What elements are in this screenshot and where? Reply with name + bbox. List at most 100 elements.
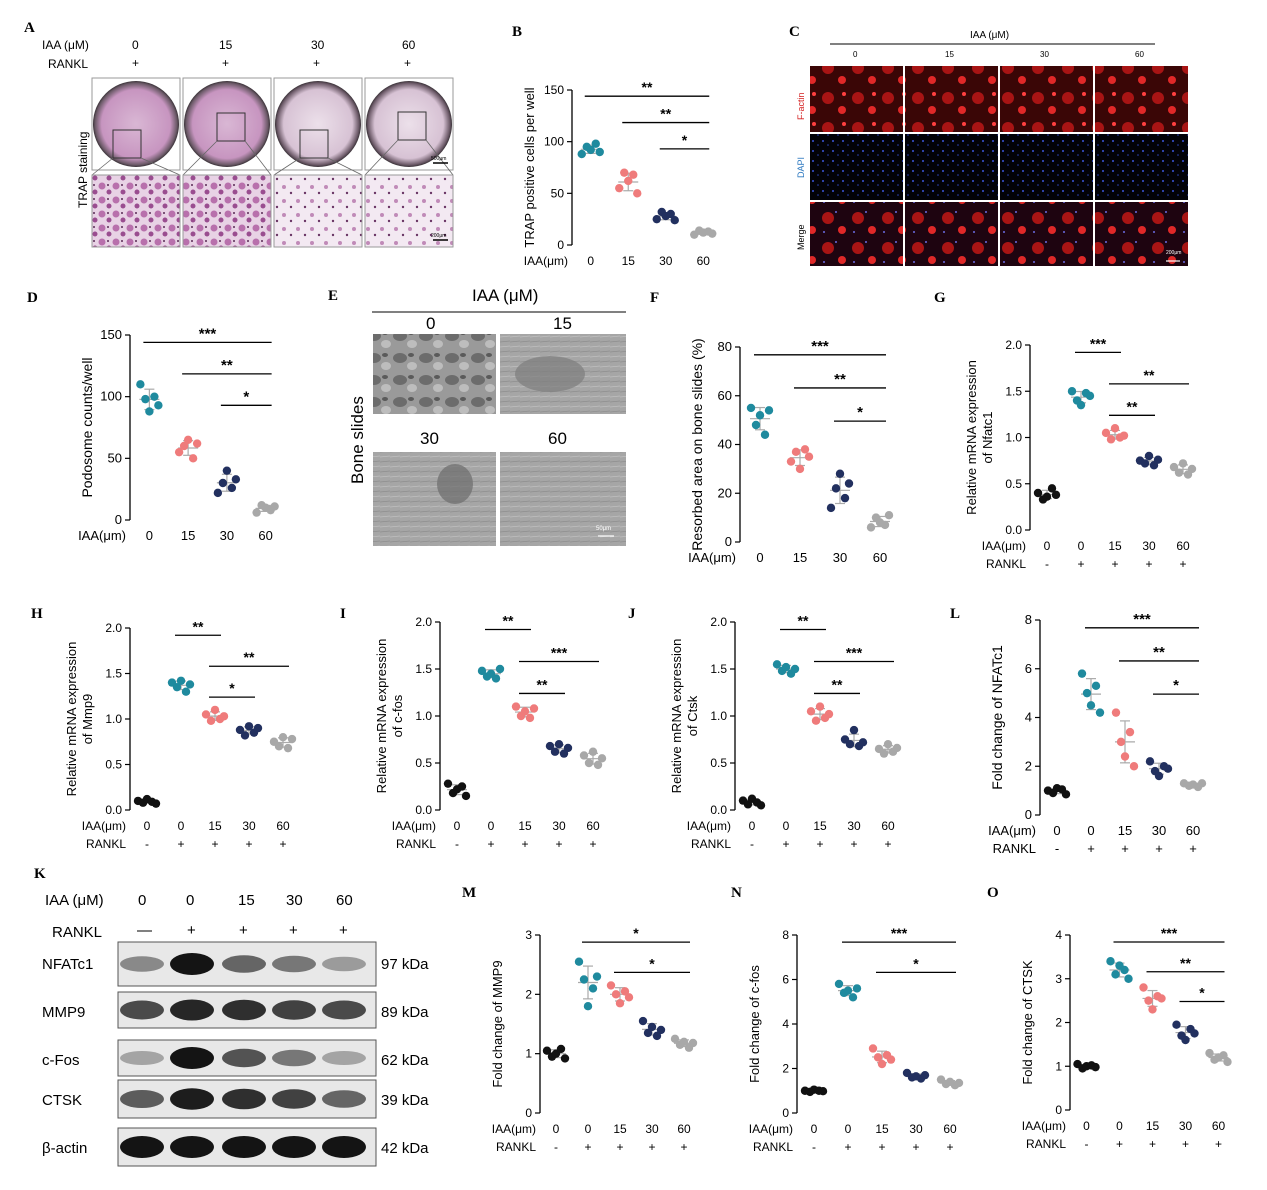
chart-f-point-0-4 [764,406,774,415]
chart-b-ytick-label-1: 50 [551,186,565,200]
panel-k-band-kda-2: 62 kDa [381,1052,429,1069]
chart-i-sig-label-1: *** [551,644,568,660]
chart-m-rankl-4: + [680,1140,687,1154]
chart-i-rankl-4: + [589,837,596,851]
chart-i-ytick-label-3: 1.5 [415,662,432,676]
chart-m-point-1-1 [579,975,589,984]
chart-h-ylabel-1: of Mmp9 [80,694,95,745]
chart-m-point-2-0 [606,981,616,990]
chart-g-xrow-label: IAA(μm) [982,539,1026,553]
chart-n-rankl-4: + [946,1140,953,1154]
panel-c-dose-0: 0 [853,50,858,59]
chart-j-point-4-4 [892,743,902,753]
chart-h-point-2-4 [219,712,229,721]
chart-g-point-0-4 [1051,490,1061,500]
chart-d-category-2: 30 [220,528,234,543]
chart-h-sig-label-0: ** [193,618,204,634]
chart-b-point-0-0 [577,149,586,159]
panel-k-rankl-label: RANKL [52,924,103,941]
chart-d-point-0-4 [154,401,163,410]
chart-h-ytick-label-2: 1.0 [105,712,122,726]
chart-g-rankl-0: - [1045,557,1049,571]
panel-k-band-kda-1: 89 kDa [381,1004,429,1021]
chart-i-category-3: 30 [552,819,566,833]
chart-l-rankl-2: + [1121,841,1129,856]
chart-l-point-2-4 [1129,762,1139,771]
chart-i-cfos: 0.0 0.5 1.0 1.5 2.0 Relative mRNA expression o… [374,613,607,851]
chart-m-point-3-0 [638,1016,648,1026]
chart-f-point-2-2 [835,469,845,478]
chart-h-ytick-label-0: 0.0 [105,803,122,817]
chart-n-cfos-fold: 0 2 4 6 8 Fold change of c-fos IAA(μm) 0 0 15 30 60… [747,925,964,1154]
chart-h-ylabel-0: Relative mRNA expression [64,642,79,797]
chart-o-category-2: 15 [1146,1119,1160,1133]
chart-n-sig-label-1: * [913,955,919,971]
chart-d-point-2-0 [213,488,223,498]
panel-k-band-4-4 [322,1136,366,1158]
panel-k-band-name-0: NFATc1 [42,956,94,973]
panel-k-band-3-0 [120,1090,164,1108]
chart-b-category-2: 30 [659,254,673,268]
chart-n-ytick-label-4: 8 [782,928,789,942]
chart-f-sig-label-0: *** [811,338,829,355]
chart-d-point-1-0 [174,447,184,457]
chart-h-category-0: 0 [144,819,151,833]
panel-k-band-1-1 [170,999,214,1021]
chart-i-point-3-2 [554,740,564,749]
chart-b-point-2-0 [652,214,661,224]
chart-i-point-1-4 [495,664,505,674]
panel-letter-d: D [27,290,38,306]
chart-m-sig-label-0: * [633,925,639,941]
panel-a-scale-bottom: 200μm [431,233,447,239]
chart-g-point-3-4 [1153,455,1163,464]
chart-h-point-3-2 [244,722,254,731]
panel-k-band-3-4 [322,1090,366,1108]
chart-j-ylabel-1: of Ctsk [685,695,700,736]
chart-i-point-4-4 [597,754,607,763]
chart-i-point-4-1 [584,758,594,768]
panel-k-band-2-1 [170,1047,214,1069]
panel-e-bone-slides: IAA (μM) 0 15 30 60 Bone slides 50μm [340,284,630,554]
chart-g-ytick-label-0: 0.0 [1005,523,1022,537]
chart-j-point-2-2 [815,702,825,711]
chart-d-point-2-2 [222,466,232,475]
chart-h-point-3-4 [253,723,263,733]
chart-i-category-1: 0 [488,819,495,833]
chart-f-point-0-2 [755,411,765,420]
chart-h-rankl-0: - [145,837,149,851]
chart-g-sig-label-1: ** [1144,367,1155,383]
chart-j-ctsk: 0.0 0.5 1.0 1.5 2.0 Relative mRNA expression o… [669,613,902,851]
chart-j-point-1-0 [772,660,782,669]
chart-l-category-4: 60 [1186,823,1200,838]
chart-m-point-2-3 [620,987,630,996]
chart-m-point-0-0 [542,1046,552,1055]
chart-m-point-1-0 [574,957,584,966]
chart-f-point-3-0 [866,523,876,532]
chart-f-point-2-0 [826,503,836,513]
chart-m-category-4: 60 [677,1122,691,1136]
chart-i-category-0: 0 [454,819,461,833]
chart-i-point-3-4 [563,743,573,753]
chart-o-rankl-0: - [1085,1137,1089,1151]
chart-l-sig-label-0: *** [1133,611,1151,628]
panel-c-dose-60: 60 [1135,50,1144,59]
panel-k-band-kda-4: 42 kDa [381,1140,429,1157]
chart-n-point-2-0 [868,1044,878,1053]
chart-l-ytick-label-2: 4 [1025,710,1032,725]
panel-letter-n: N [731,885,742,901]
chart-d-ylabel-0: Podosome counts/well [79,357,95,497]
panel-a-dose-60: 60 [402,38,416,52]
panel-k-band-4-2 [222,1136,266,1158]
panel-c-header: IAA (μM) [970,30,1010,41]
chart-g-point-4-2 [1178,459,1188,468]
chart-l-xrow-label: IAA(μm) [988,823,1036,838]
chart-o-point-3-4 [1190,1029,1199,1038]
chart-l-sig-label-1: ** [1153,644,1165,661]
panel-e-side-label: Bone slides [348,396,367,484]
panel-k-band-name-4: β-actin [42,1140,88,1157]
chart-f-point-3-3 [880,520,890,530]
chart-i-point-1-0 [477,666,487,676]
chart-n-point-2-2 [877,1059,887,1069]
